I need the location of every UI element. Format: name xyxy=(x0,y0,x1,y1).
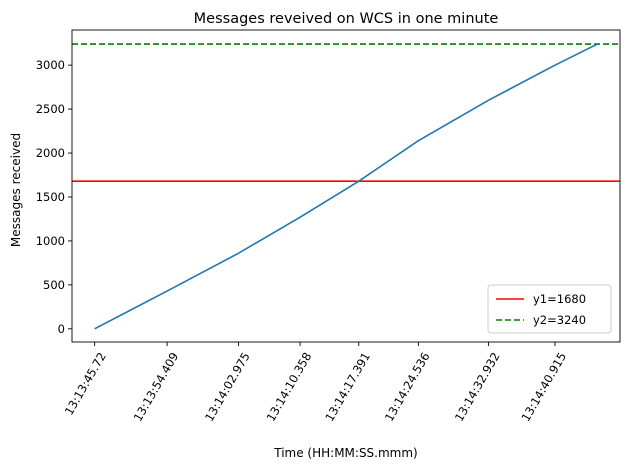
x-tick-label: 13:13:54.409 xyxy=(131,350,182,424)
legend-label-2: y2=3240 xyxy=(533,313,586,327)
x-tick-label: 13:13:45.72 xyxy=(62,350,109,418)
series-line-1 xyxy=(94,43,598,330)
y-tick-label: 3000 xyxy=(36,58,65,72)
y-tick-label: 2500 xyxy=(36,102,65,116)
x-tick-label: 13:14:17.391 xyxy=(322,350,373,424)
x-axis-label: Time (HH:MM:SS.mmm) xyxy=(273,446,418,460)
plot-area: 0 500 1000 1500 2000 2500 3000 13:13:45.72 13:13… xyxy=(36,29,621,424)
legend-label-1: y1=1680 xyxy=(533,292,586,306)
legend-box xyxy=(487,284,612,334)
axes-frame xyxy=(71,29,621,343)
x-tick-label: 13:14:32.932 xyxy=(452,350,503,424)
x-tick-label: 13:14:40.915 xyxy=(518,350,569,424)
y-tick-label: 0 xyxy=(58,322,65,336)
x-tick-label: 13:14:02.975 xyxy=(202,350,253,424)
x-tick-label: 13:14:10.358 xyxy=(264,350,315,424)
chart-title: Messages reveived on WCS in one minute xyxy=(194,11,499,27)
y-tick-label: 1000 xyxy=(36,234,65,248)
x-tick-label: 13:14:24.536 xyxy=(382,350,433,424)
y-axis-label: Messages received xyxy=(9,133,23,247)
y-tick-label: 1500 xyxy=(36,190,65,204)
y-tick-label: 500 xyxy=(43,278,65,292)
y-tick-label: 2000 xyxy=(36,146,65,160)
